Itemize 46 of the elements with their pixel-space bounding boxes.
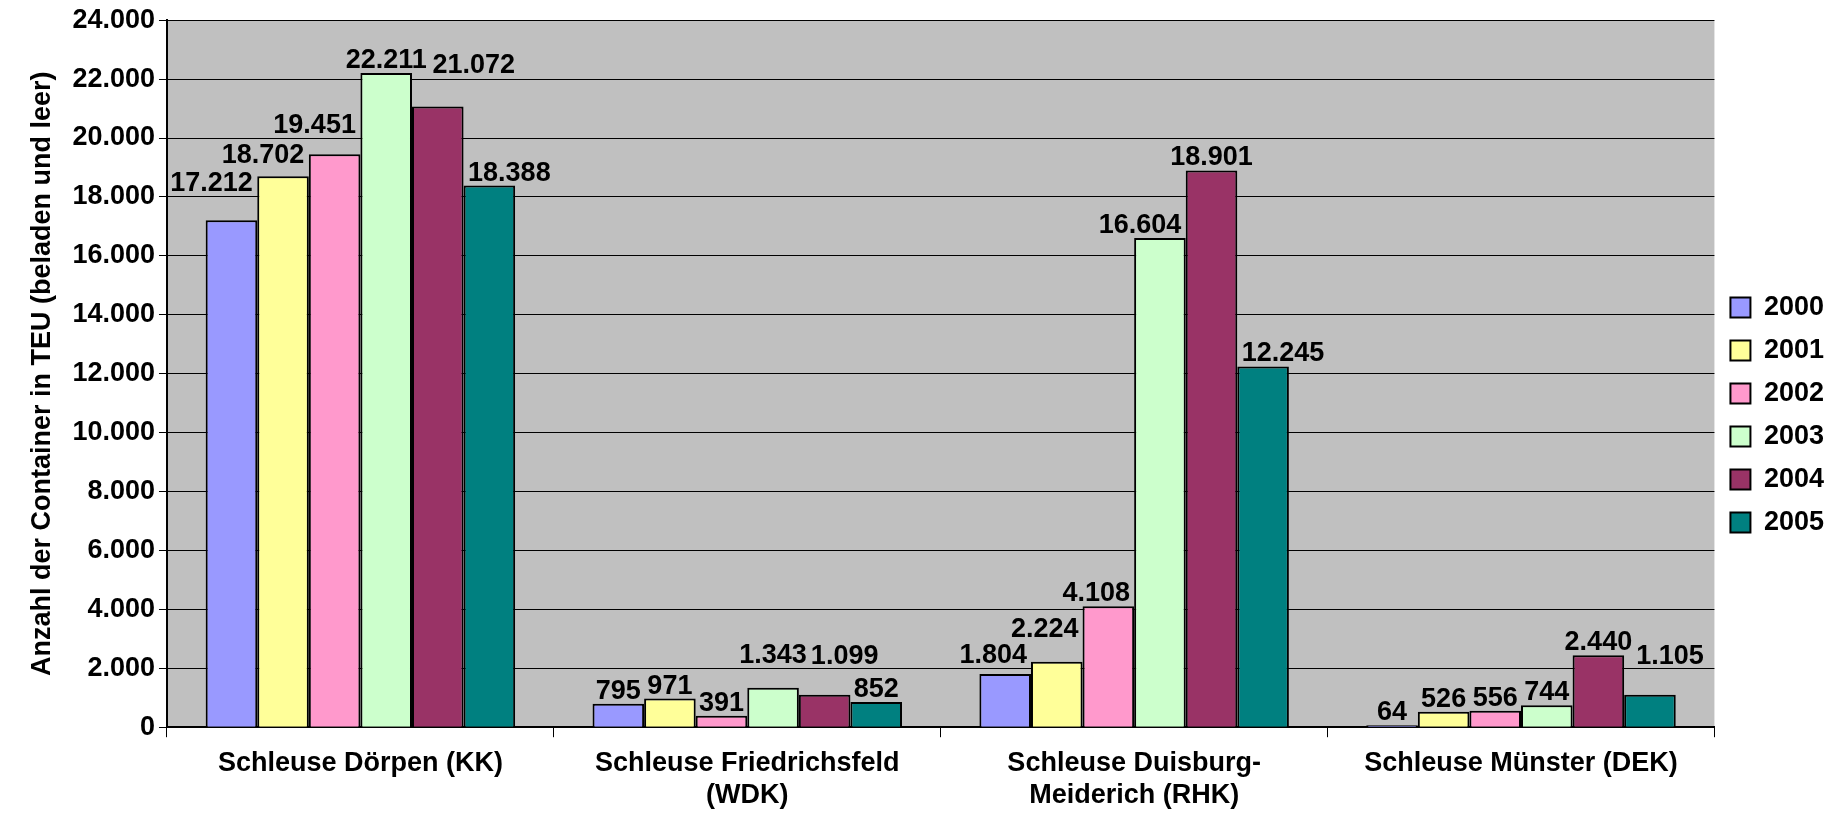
y-tick-label: 24.000 (72, 3, 155, 34)
data-label: 16.604 (1098, 209, 1182, 240)
data-label: 4.108 (1062, 577, 1131, 608)
data-label: 1.343 (739, 638, 807, 669)
data-label: 744 (1524, 676, 1570, 707)
y-tick-label: 12.000 (72, 357, 155, 388)
data-label: 18.388 (468, 156, 551, 187)
legend-label: 2003 (1763, 419, 1825, 450)
data-label: 1.099 (810, 639, 879, 670)
y-tick-label: 18.000 (72, 180, 155, 211)
y-tick-label: 22.000 (72, 62, 155, 93)
data-label: 852 (853, 673, 899, 704)
data-label: 64 (1377, 696, 1408, 727)
y-tick-label: 16.000 (72, 239, 155, 270)
data-label: 2.440 (1564, 626, 1633, 657)
y-tick-label: 8.000 (87, 474, 155, 505)
y-tick-label: 14.000 (72, 298, 155, 329)
legend-label: 2000 (1763, 290, 1825, 321)
legend-label: 2001 (1763, 333, 1825, 364)
data-label: 18.901 (1170, 141, 1253, 172)
data-label: 795 (595, 674, 641, 705)
y-tick-label: 0 (139, 710, 155, 741)
data-label: 391 (698, 686, 745, 717)
x-tick-label: Schleuse Münster (DEK) (1364, 746, 1678, 777)
data-label: 556 (1472, 681, 1518, 712)
x-tick-label: Schleuse Dörpen (KK) (217, 746, 503, 777)
data-label: 18.702 (221, 139, 305, 170)
x-tick-label: Schleuse Friedrichsfeld (WDK) (594, 746, 900, 810)
legend-label: 2004 (1763, 462, 1825, 493)
y-axis-title: Anzahl der Container in TEU (beladen und leer) (25, 71, 56, 676)
data-label: 17.212 (170, 167, 253, 198)
y-tick-label: 6.000 (87, 533, 155, 564)
legend-label: 2002 (1763, 376, 1825, 407)
data-label: 526 (1421, 682, 1467, 713)
y-tick-label: 2.000 (87, 651, 155, 682)
data-label: 971 (647, 669, 693, 700)
x-tick-label: Schleuse Duisburg-Meiderich (RHK) (1007, 746, 1261, 810)
data-label: 12.245 (1241, 337, 1325, 368)
y-tick-label: 10.000 (72, 416, 155, 447)
y-tick-label: 20.000 (72, 121, 155, 152)
y-tick-label: 4.000 (87, 592, 155, 623)
data-label: 21.072 (432, 49, 516, 80)
legend-label: 2005 (1763, 505, 1825, 536)
data-label: 1.105 (1636, 639, 1704, 670)
data-label: 22.211 (345, 43, 427, 74)
data-label: 19.451 (273, 109, 356, 140)
